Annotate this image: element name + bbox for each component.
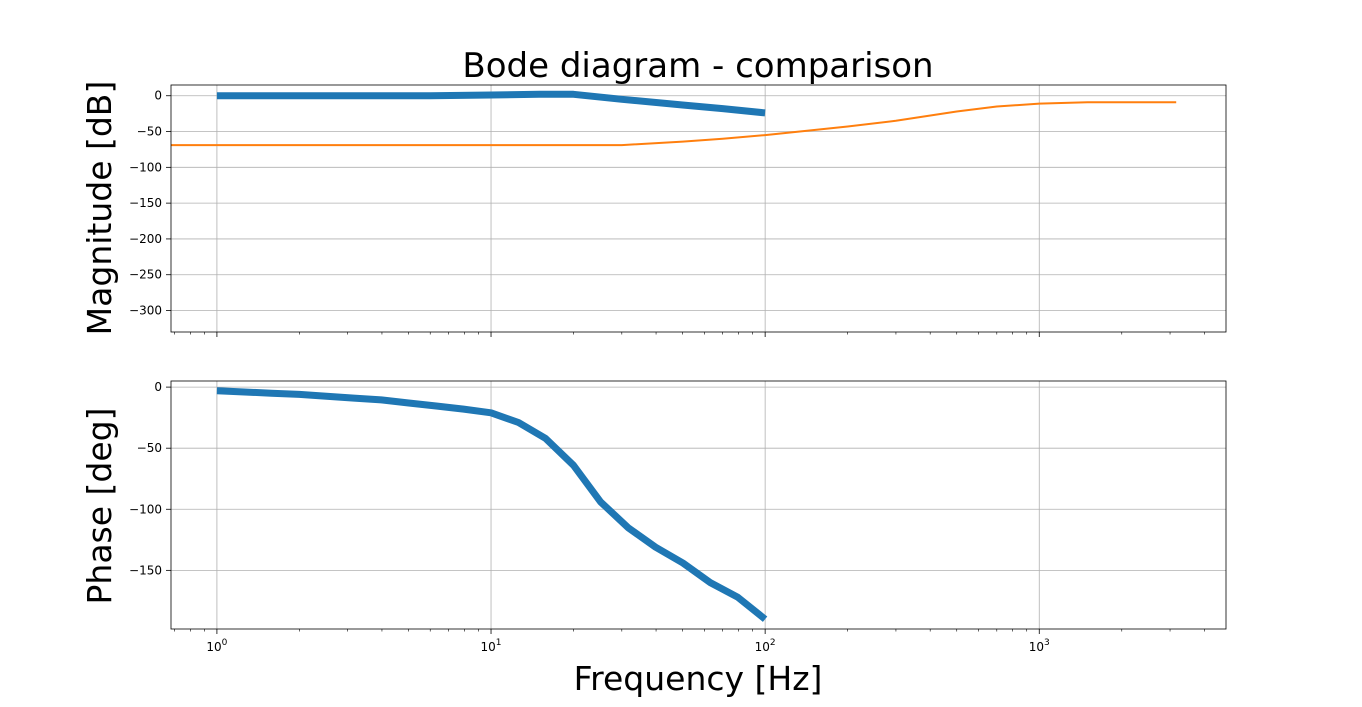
xtick-label: 102 <box>755 638 776 654</box>
magnitude-ytick-label: −200 <box>129 232 162 246</box>
magnitude-ytick-label: −150 <box>129 196 162 210</box>
x-axis-label: Frequency [Hz] <box>574 659 823 698</box>
phase-axis-label: Phase [deg] <box>80 408 119 605</box>
magnitude-ytick-label: −250 <box>129 268 162 282</box>
phase-ytick-label: 0 <box>154 380 162 394</box>
magnitude-ytick-label: −300 <box>129 304 162 318</box>
phase-frame <box>170 380 1227 630</box>
magnitude-ytick-label: 0 <box>154 89 162 103</box>
phase-series-1-line <box>216 387 768 622</box>
phase-ytick-label: −100 <box>129 502 162 516</box>
xtick-label: 100 <box>206 638 227 654</box>
magnitude-frame <box>170 84 1227 333</box>
xtick-label: 103 <box>1029 638 1050 654</box>
magnitude-series-2-line <box>171 101 1177 147</box>
magnitude-ytick-label: −50 <box>137 125 162 139</box>
chart-title: Bode diagram - comparison <box>462 46 933 86</box>
phase-ytick-label: −50 <box>137 441 162 455</box>
magnitude-ytick-label: −100 <box>129 160 162 174</box>
magnitude-series-1-line <box>216 90 766 117</box>
xtick-label: 101 <box>481 638 502 654</box>
phase-ytick-label: −150 <box>129 563 162 577</box>
phase-panel: 0 −50 −100 −150 100 101 102 103 <box>129 380 1227 654</box>
magnitude-panel: 0 −50 −100 −150 −200 −250 −300 <box>129 84 1227 337</box>
magnitude-axis-label: Magnitude [dB] <box>80 81 119 336</box>
